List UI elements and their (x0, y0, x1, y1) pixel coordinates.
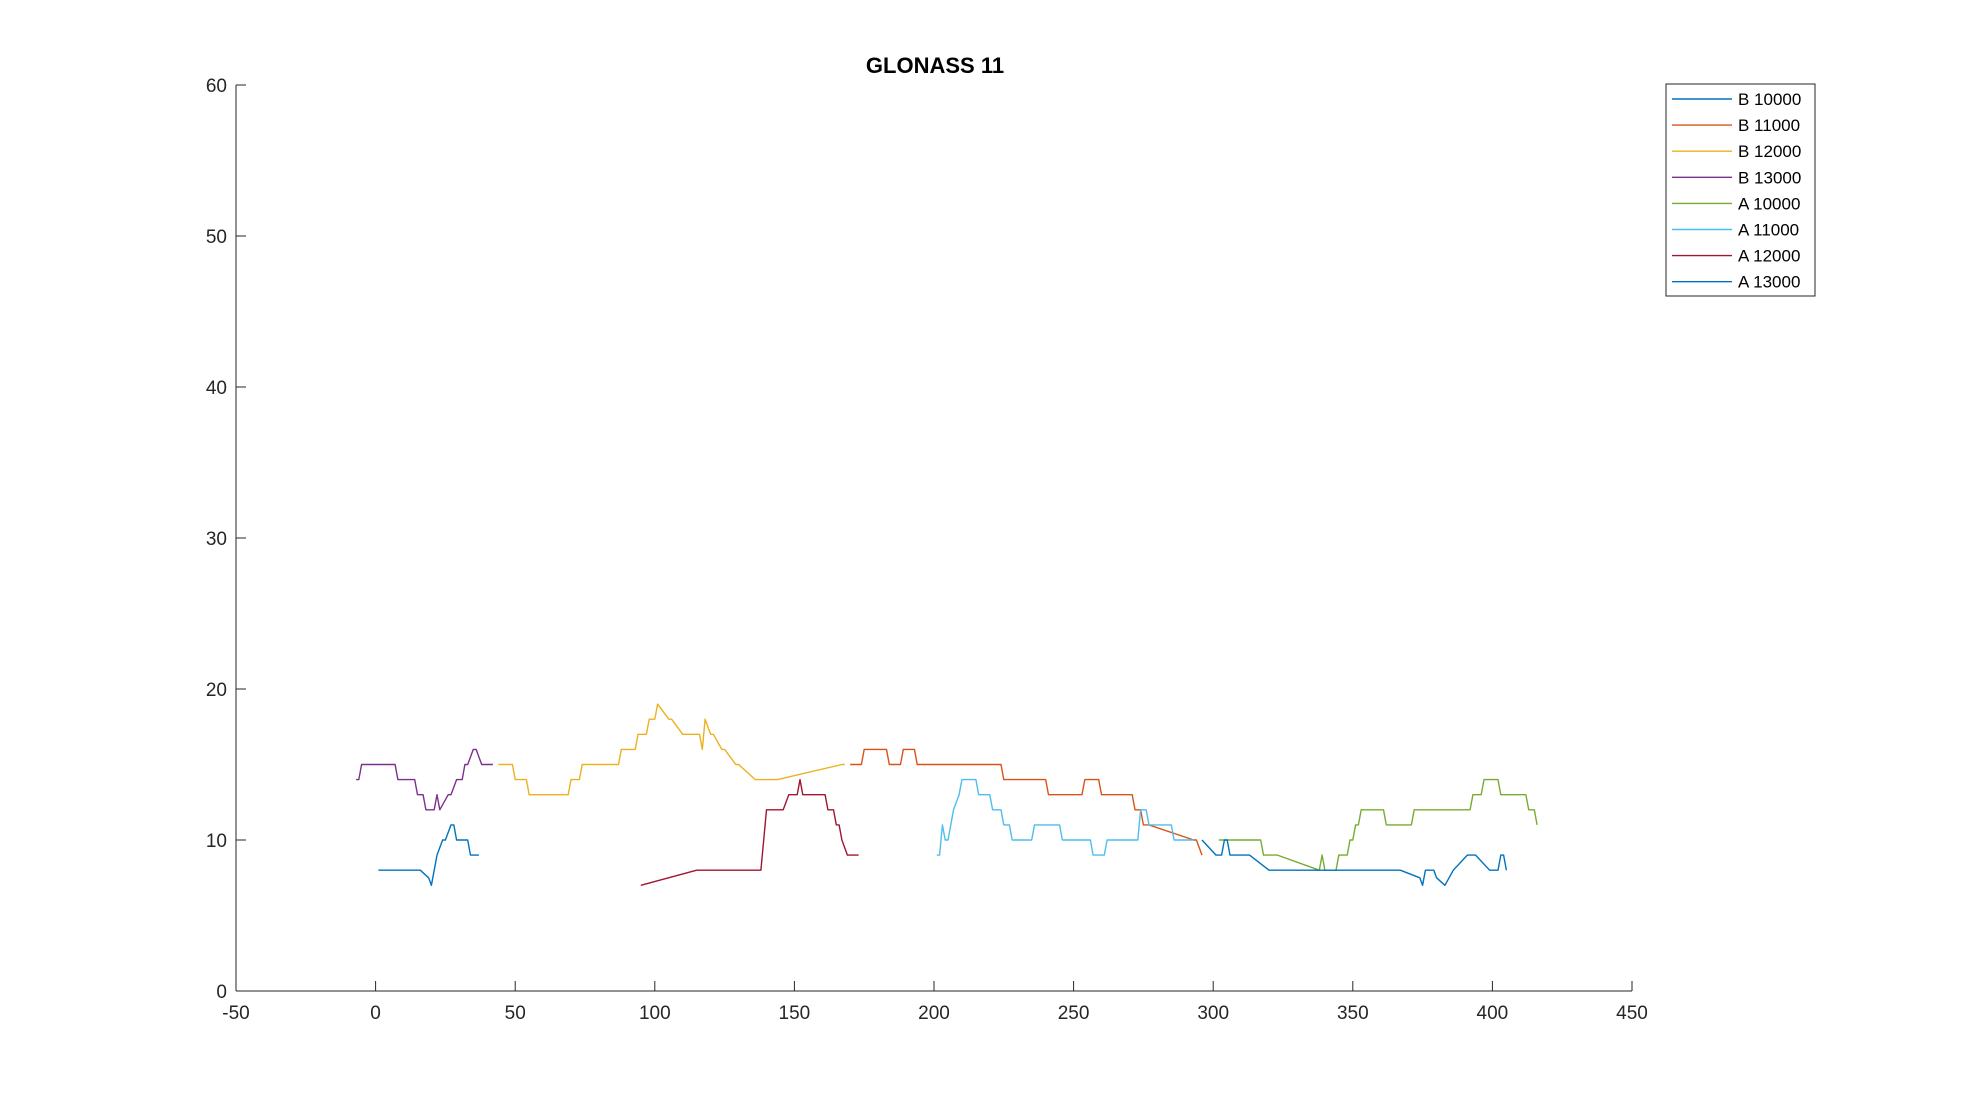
series-line-b-11000 (850, 748, 1203, 856)
x-tick-label: -50 (222, 1003, 249, 1024)
y-tick-label: 20 (206, 680, 227, 701)
series-line-a-11000 (936, 778, 1194, 856)
legend-box (1665, 83, 1816, 297)
legend-label: A 13000 (1738, 273, 1800, 292)
series-line-b-12000 (498, 703, 845, 796)
legend-label: B 11000 (1738, 116, 1800, 135)
legend-label: B 10000 (1738, 90, 1801, 109)
x-tick-label: 50 (505, 1003, 526, 1024)
x-tick-label: 100 (639, 1003, 671, 1024)
legend-label: A 12000 (1738, 247, 1800, 266)
y-tick-label: 10 (206, 831, 227, 852)
x-tick-label: 350 (1337, 1003, 1369, 1024)
series-line-a-10000 (1218, 778, 1538, 871)
series-line-a-12000 (640, 778, 859, 886)
legend-label: B 13000 (1738, 168, 1801, 187)
x-tick-label: 200 (918, 1003, 950, 1024)
legend-label: A 10000 (1738, 194, 1800, 213)
y-tick-label: 30 (206, 529, 227, 550)
series-line-b-13000 (356, 748, 493, 811)
x-tick-label: 250 (1058, 1003, 1090, 1024)
x-tick-label: 150 (779, 1003, 811, 1024)
x-tick-label: 450 (1616, 1003, 1648, 1024)
y-tick-label: 60 (206, 76, 227, 97)
legend-label: A 11000 (1738, 221, 1799, 240)
x-tick-label: 300 (1197, 1003, 1229, 1024)
series-line-a-13000 (1201, 839, 1508, 886)
chart-legend: B 10000 B 11000 B 12000 B 13000 A 10000 A 110… (1665, 83, 1816, 297)
legend-label: B 12000 (1738, 142, 1801, 161)
y-tick-label: 50 (206, 227, 227, 248)
chart-axes: -50 0 50 100 150 200 250 300 350 400 4500102030405… (206, 76, 1648, 1024)
x-tick-label: 0 (370, 1003, 381, 1024)
y-tick-label: 40 (206, 378, 227, 399)
chart-title: GLONASS 11 (866, 53, 1004, 78)
y-tick-label: 0 (216, 982, 227, 1003)
x-tick-label: 400 (1477, 1003, 1509, 1024)
series-line-b-10000 (378, 824, 479, 886)
plot-area (356, 703, 1538, 886)
